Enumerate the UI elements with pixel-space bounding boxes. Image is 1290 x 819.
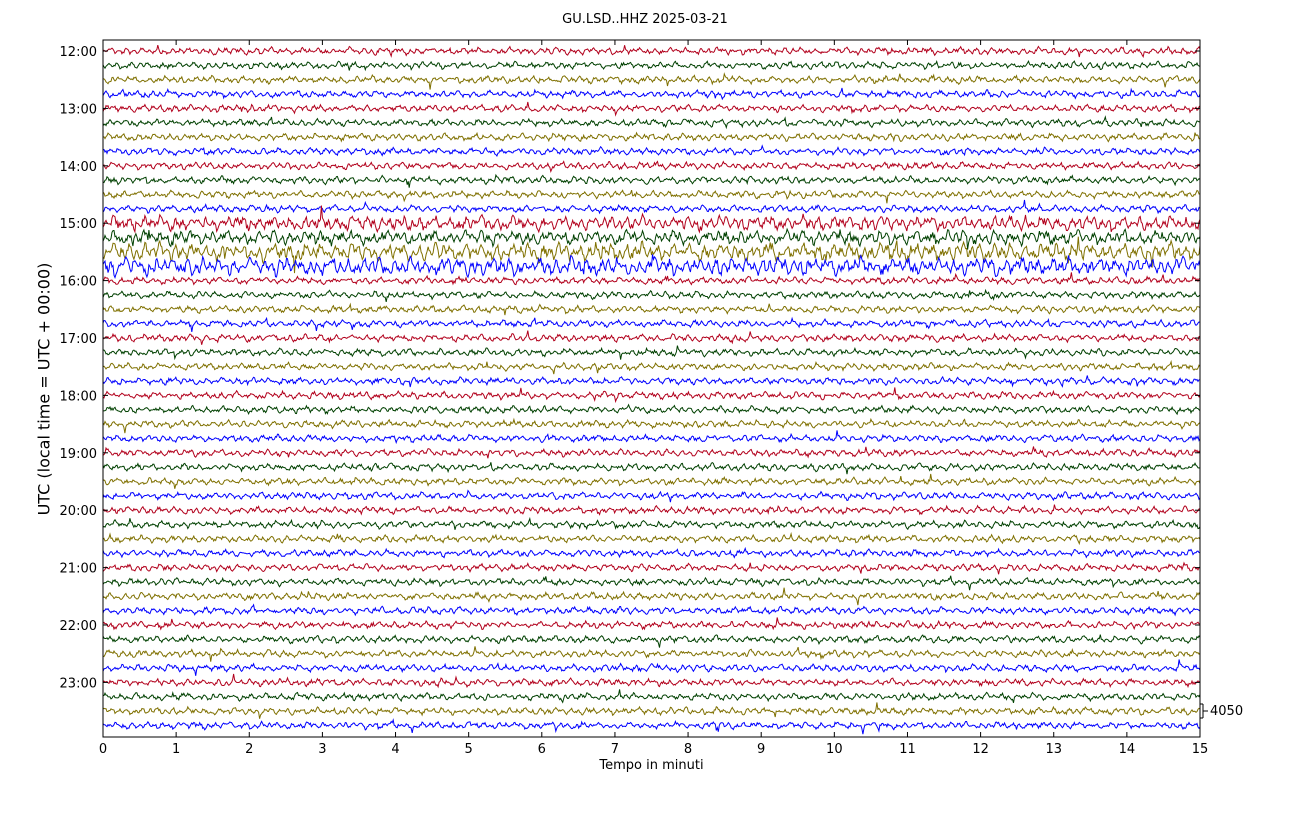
x-tick-label: 13: [1045, 742, 1062, 757]
trace-27: [102, 417, 1201, 434]
trace-31: [102, 473, 1201, 489]
trace-6: [102, 115, 1201, 130]
trace-25: [102, 387, 1201, 404]
trace-26: [103, 403, 1201, 416]
trace-7: [102, 131, 1200, 143]
trace-40: [102, 603, 1201, 617]
trace-12: [102, 199, 1201, 215]
chart-title: GU.LSD..HHZ 2025-03-21: [562, 12, 728, 27]
trace-18: [102, 288, 1201, 303]
trace-38: [102, 575, 1201, 591]
trace-37: [102, 561, 1201, 575]
y-tick-label: 23:00: [60, 676, 97, 691]
trace-9: [102, 160, 1201, 173]
trace-29: [102, 446, 1201, 459]
y-tick-label: 17:00: [60, 332, 97, 347]
trace-36: [102, 546, 1201, 559]
trace-21: [102, 330, 1201, 345]
plot-frame: [102, 39, 1201, 738]
trace-32: [102, 489, 1201, 503]
x-tick-label: 5: [465, 742, 473, 757]
x-tick-label: 8: [684, 742, 692, 757]
trace-3: [103, 72, 1201, 90]
trace-42: [102, 634, 1201, 648]
trace-17: [102, 272, 1201, 286]
x-tick-label: 0: [99, 742, 107, 757]
y-tick-label: 13:00: [60, 102, 97, 117]
y-tick-label: 22:00: [60, 619, 97, 634]
trace-22: [102, 345, 1200, 361]
trace-30: [102, 461, 1201, 475]
trace-45: [102, 673, 1201, 689]
trace-41: [102, 617, 1200, 631]
x-tick-label: 14: [1119, 742, 1136, 757]
y-tick-label: 15:00: [60, 217, 97, 232]
y-tick-label: 20:00: [60, 504, 97, 519]
x-tick-label: 7: [611, 742, 619, 757]
trace-48: [102, 718, 1201, 735]
trace-39: [102, 587, 1201, 606]
trace-15: [102, 236, 1201, 274]
trace-43: [102, 646, 1201, 662]
trace-11: [102, 189, 1200, 204]
x-tick-label: 4: [391, 742, 399, 757]
x-tick-label: 11: [899, 742, 916, 757]
trace-8: [102, 144, 1201, 158]
x-tick-label: 3: [318, 742, 326, 757]
trace-1: [102, 44, 1201, 59]
trace-33: [102, 504, 1201, 516]
y-tick-label: 14:00: [60, 160, 97, 175]
trace-46: [102, 689, 1201, 704]
trace-19: [102, 302, 1201, 316]
x-axis-label: Tempo in minuti: [599, 758, 704, 773]
trace-28: [102, 430, 1201, 445]
trace-2: [102, 59, 1201, 72]
x-tick-label: 15: [1192, 742, 1209, 757]
x-tick-label: 2: [245, 742, 253, 757]
y-tick-label: 21:00: [60, 562, 97, 577]
trace-13: [102, 205, 1201, 234]
trace-20: [102, 316, 1201, 332]
y-axis-label: UTC (local time = UTC + 00:00): [34, 262, 54, 516]
y-tick-label: 12:00: [60, 45, 97, 60]
trace-47: [102, 702, 1201, 719]
trace-5: [102, 101, 1201, 117]
x-tick-label: 12: [972, 742, 989, 757]
x-tick-label: 6: [538, 742, 546, 757]
y-tick-label: 18:00: [60, 389, 97, 404]
trace-35: [102, 531, 1201, 546]
y-tick-label: 16:00: [60, 275, 97, 290]
trace-10: [102, 173, 1201, 188]
trace-23: [102, 359, 1201, 375]
trace-14: [102, 227, 1201, 250]
trace-44: [102, 659, 1201, 676]
x-tick-label: 9: [757, 742, 765, 757]
trace-24: [102, 375, 1200, 388]
trace-4: [102, 87, 1201, 101]
scale-bar-label: 4050: [1210, 704, 1244, 719]
trace-34: [102, 516, 1201, 531]
x-tick-label: 1: [172, 742, 180, 757]
x-tick-label: 10: [826, 742, 843, 757]
y-tick-label: 19:00: [60, 447, 97, 462]
trace-16: [102, 254, 1201, 279]
